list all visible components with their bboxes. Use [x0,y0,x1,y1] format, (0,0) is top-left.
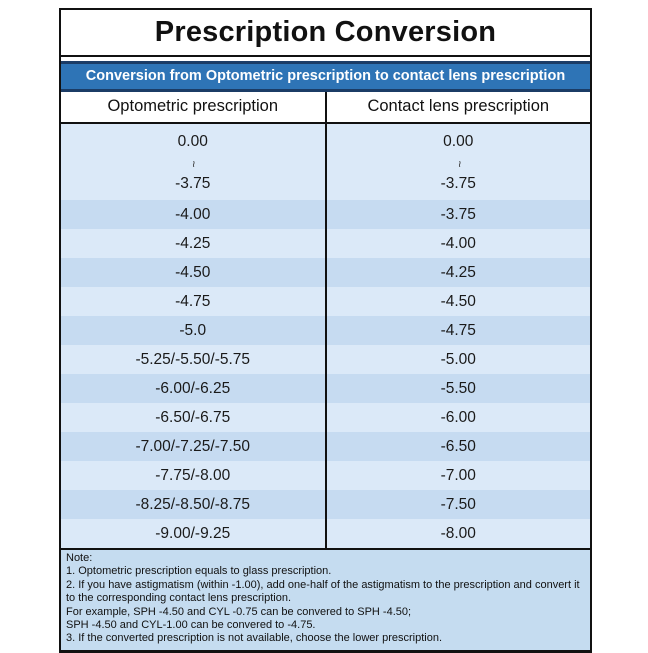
optometric-cell: -4.75 [61,287,327,316]
cell-value: -6.00/-6.25 [155,380,231,397]
optometric-cell: -4.50 [61,258,327,287]
note-line: For example, SPH -4.50 and CYL -0.75 can… [66,605,412,618]
contact-cell: -5.00 [326,345,590,374]
contact-cell: -7.00 [326,461,590,490]
table-row: -4.00 -3.75 [61,200,590,229]
optometric-cell: -5.25/-5.50/-5.75 [61,345,327,374]
cell-value: -4.00 [440,235,476,252]
table-row: -8.25/-8.50/-8.75 -7.50 [61,490,590,519]
data-rows: 0.00 ~ -3.75 0.00 ~ -3.75 -4.00 -3.75 -4.25 -4.00… [61,124,590,548]
contact-cell: -5.50 [326,374,590,403]
table-row: -7.00/-7.25/-7.50 -6.50 [61,432,590,461]
table-row: -5.0 -4.75 [61,316,590,345]
table-row: -9.00/-9.25 -8.00 [61,519,590,548]
note-line: 1. Optometric prescription equals to gla… [66,565,332,578]
table-row: -6.00/-6.25 -5.50 [61,374,590,403]
table-row: -7.75/-8.00 -7.00 [61,461,590,490]
optometric-cell: -7.75/-8.00 [61,461,327,490]
optometric-cell: -6.50/-6.75 [61,403,327,432]
contact-cell: -7.50 [326,490,590,519]
note-line: Note: [66,552,93,564]
table-row: -4.25 -4.00 [61,229,590,258]
cell-value: -3.75 [440,174,476,192]
contact-cell: -4.75 [326,316,590,345]
cell-value: -4.50 [175,264,211,281]
column-header-optometric: Optometric prescription [61,92,327,122]
cell-value: -5.00 [440,351,476,368]
optometric-cell: -4.00 [61,200,327,229]
optometric-cell: -5.0 [61,316,327,345]
optometric-cell: -4.25 [61,229,327,258]
cell-value: -6.00 [440,409,476,426]
range-separator: ~ [186,159,201,168]
note-section: Note: 1. Optometric prescription equals t… [61,548,590,650]
cell-value: -4.25 [440,264,476,281]
cell-value: -6.50/-6.75 [155,409,231,426]
note-line: 2. If you have astigmatism (within -1.00… [66,578,580,605]
column-headers: Optometric prescription Contact lens pre… [61,92,590,124]
column-header-contact: Contact lens prescription [367,97,550,115]
cell-value: -6.50 [440,438,476,455]
cell-value: -4.50 [440,293,476,310]
cell-value: -9.00/-9.25 [155,525,231,542]
contact-cell: -8.00 [326,519,590,548]
note-line: SPH -4.50 and CYL-1.00 can be convered t… [66,619,316,632]
cell-value: -4.75 [440,322,476,339]
cell-value: 0.00 [443,132,474,150]
page-title: Prescription Conversion [61,10,590,57]
prescription-conversion-table: Prescription Conversion Conversion from … [59,8,592,653]
cell-value: -5.0 [179,322,207,339]
cell-value: -5.25/-5.50/-5.75 [135,351,251,368]
optometric-cell: -6.00/-6.25 [61,374,327,403]
optometric-cell: -7.00/-7.25/-7.50 [61,432,327,461]
cell-value: -7.00/-7.25/-7.50 [135,438,251,455]
cell-value: 0.00 [177,132,208,150]
contact-cell: -4.50 [326,287,590,316]
table-row: -5.25/-5.50/-5.75 -5.00 [61,345,590,374]
cell-value: -7.00 [440,467,476,484]
cell-value: -7.75/-8.00 [155,467,231,484]
cell-value: -7.50 [440,496,476,513]
cell-value: -3.75 [175,174,211,192]
optometric-cell: -9.00/-9.25 [61,519,327,548]
table-row: -6.50/-6.75 -6.00 [61,403,590,432]
banner: Conversion from Optometric prescription … [61,61,590,92]
contact-cell: -4.00 [326,229,590,258]
note-line: 3. If the converted prescription is not … [66,632,443,645]
cell-value: -8.25/-8.50/-8.75 [135,496,251,513]
contact-cell: 0.00 ~ -3.75 [326,124,590,200]
table-row: 0.00 ~ -3.75 0.00 ~ -3.75 [61,124,590,200]
contact-cell: -4.25 [326,258,590,287]
optometric-cell: -8.25/-8.50/-8.75 [61,490,327,519]
cell-value: -3.75 [440,206,476,223]
cell-value: -5.50 [440,380,476,397]
contact-cell: -6.00 [326,403,590,432]
title-banner-gap [61,57,590,61]
contact-cell: -3.75 [326,200,590,229]
cell-value: ~ [452,152,467,173]
table-row: -4.75 -4.50 [61,287,590,316]
optometric-cell: 0.00 ~ -3.75 [61,124,327,200]
cell-value: -4.00 [175,206,211,223]
contact-cell: -6.50 [326,432,590,461]
cell-value: -8.00 [440,525,476,542]
cell-value: -4.25 [175,235,211,252]
cell-value: ~ [186,152,201,173]
cell-value: -4.75 [175,293,211,310]
range-separator: ~ [452,159,467,168]
table-row: -4.50 -4.25 [61,258,590,287]
